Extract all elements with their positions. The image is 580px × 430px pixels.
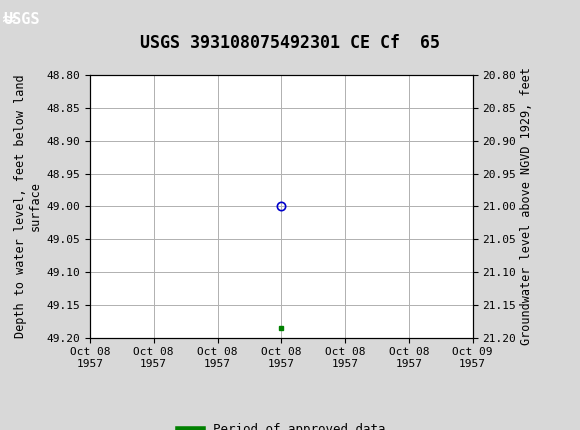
Text: USGS: USGS bbox=[3, 12, 39, 27]
Text: ≈: ≈ bbox=[1, 10, 17, 29]
Legend: Period of approved data: Period of approved data bbox=[173, 418, 390, 430]
Text: USGS 393108075492301 CE Cf  65: USGS 393108075492301 CE Cf 65 bbox=[140, 34, 440, 52]
Y-axis label: Depth to water level, feet below land
surface: Depth to water level, feet below land su… bbox=[14, 74, 42, 338]
Y-axis label: Groundwater level above NGVD 1929, feet: Groundwater level above NGVD 1929, feet bbox=[520, 68, 534, 345]
